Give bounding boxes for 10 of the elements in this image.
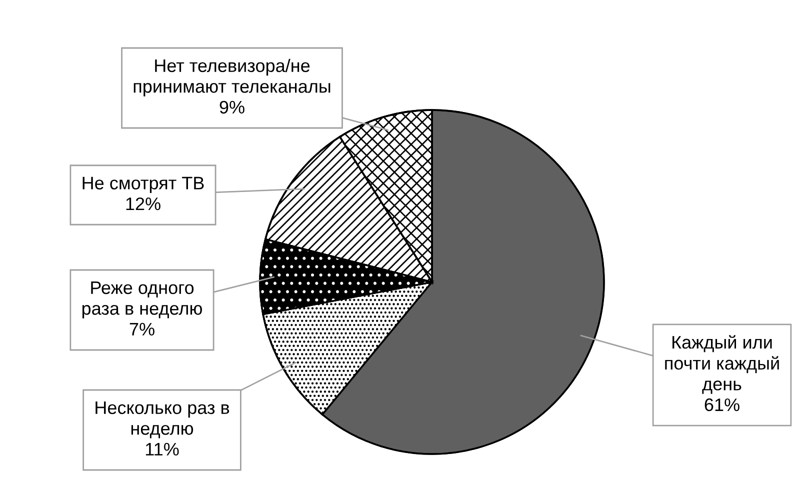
slice-label: Нет телевизора/не принимают телеканалы bbox=[134, 58, 330, 96]
data-label: 7% bbox=[130, 322, 154, 336]
data-label: 12% bbox=[126, 197, 160, 210]
data-label: 61% bbox=[704, 398, 740, 412]
data-label: 11% bbox=[146, 442, 179, 456]
slice-label: Не смотрят ТВ bbox=[82, 176, 204, 194]
slice-label: Несколько раз в неделю bbox=[96, 401, 230, 438]
data-label: 9% bbox=[220, 100, 244, 114]
slice-label: Каждый или почти каждый день bbox=[665, 335, 779, 394]
slice-label: Реже одного раза в неделю bbox=[82, 281, 202, 318]
